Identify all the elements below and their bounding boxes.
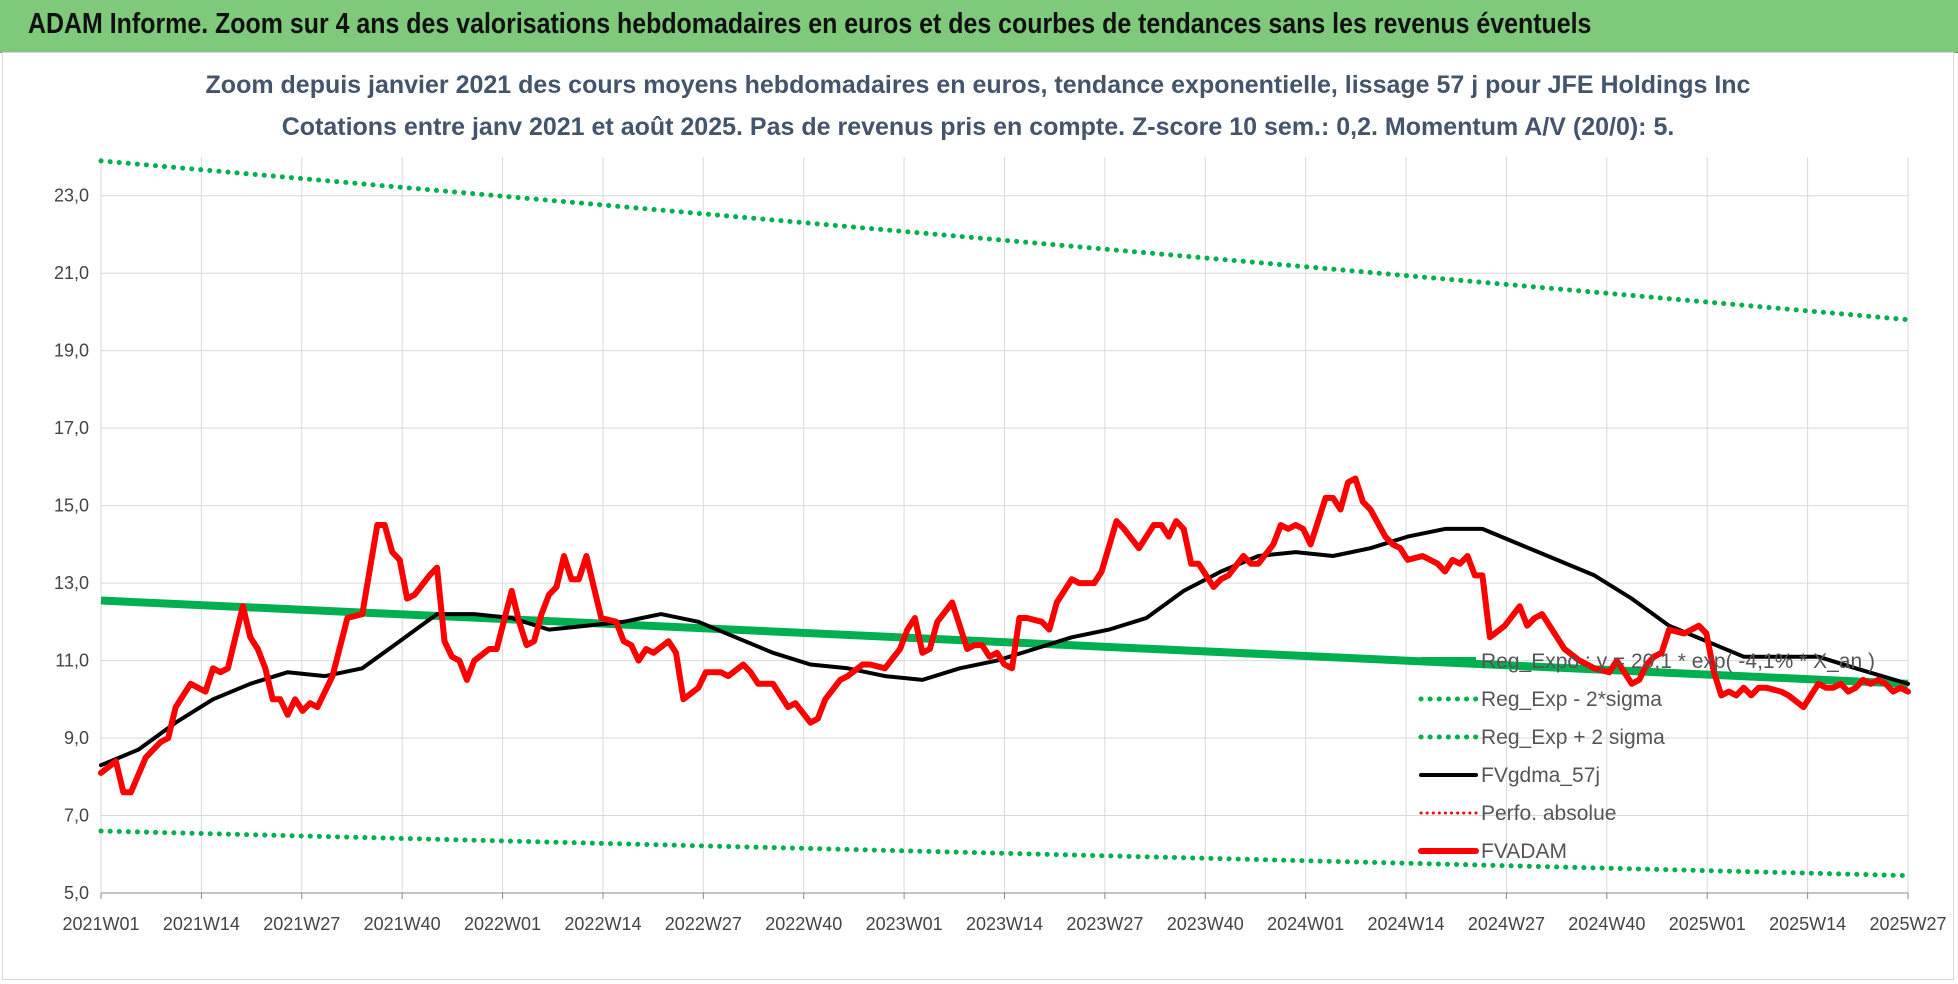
- x-tick-label: 2023W14: [966, 914, 1043, 934]
- x-tick-label: 2022W14: [564, 914, 641, 934]
- chart-grid: [100, 157, 1909, 894]
- x-tick-label: 2024W27: [1468, 914, 1545, 934]
- legend-fvadam-label: FVADAM: [1481, 840, 1567, 863]
- x-tick-label: 2025W14: [1769, 914, 1846, 934]
- y-tick-label: 9,0: [64, 728, 89, 748]
- y-tick-label: 13,0: [54, 573, 89, 593]
- fvgdma-57j-line: [99, 526, 1910, 768]
- x-tick-label: 2021W27: [263, 914, 340, 934]
- series-layer: [98, 158, 1911, 879]
- y-tick-label: 19,0: [54, 341, 89, 361]
- x-tick-label: 2024W14: [1368, 914, 1445, 934]
- x-tick-label: 2021W40: [364, 914, 441, 934]
- report-title: ADAM Informe. Zoom sur 4 ans des valoris…: [28, 8, 1592, 40]
- chart-subtitle-line-1: Zoom depuis janvier 2021 des cours moyen…: [206, 71, 1751, 99]
- chart-subtitle-line-2: Cotations entre janv 2021 et août 2025. …: [282, 113, 1675, 141]
- y-tick-label: 23,0: [54, 186, 89, 206]
- y-tick-label: 11,0: [55, 651, 89, 671]
- y-tick-label: 5,0: [64, 883, 89, 903]
- x-tick-label: 2024W40: [1568, 914, 1645, 934]
- x-tick-label: 2022W01: [464, 914, 541, 934]
- report-banner: ADAM Informe. Zoom sur 4 ans des valoris…: [0, 0, 1958, 53]
- x-tick-label: 2021W01: [62, 914, 139, 934]
- x-tick-label: 2023W27: [1066, 914, 1143, 934]
- x-tick-label: 2022W40: [765, 914, 842, 934]
- y-tick-label: 21,0: [54, 263, 89, 283]
- x-tick-label: 2025W01: [1669, 914, 1746, 934]
- fvadam-line: [98, 475, 1911, 796]
- y-tick-label: 7,0: [64, 806, 89, 826]
- legend-reg-expo-label: Reg_Expo : y = 20,1 * exp( -4,1% * X_an …: [1481, 650, 1875, 673]
- x-tick-label: 2022W27: [665, 914, 742, 934]
- x-tick-label: 2023W01: [866, 914, 943, 934]
- x-tick-label: 2025W27: [1869, 914, 1946, 934]
- chart-axes: 5,0 7,0 9,0 11,0 13,0 15,0 17,0 19,0 21,0 23,0 202…: [54, 186, 1947, 934]
- y-tick-label: 17,0: [54, 418, 89, 438]
- reg-exp-plus-2sigma-line: [98, 158, 1911, 323]
- reg-exp-minus-2sigma-line: [98, 828, 1911, 879]
- line-chart: 5,0 7,0 9,0 11,0 13,0 15,0 17,0 19,0 21,0 23,0 202…: [54, 71, 1947, 934]
- y-tick-label: 15,0: [54, 496, 89, 516]
- legend-fvgdma-57j-label: FVgdma_57j: [1481, 764, 1600, 787]
- x-tick-label: 2021W14: [163, 914, 240, 934]
- legend-reg-exp-minus-2sigma-label: Reg_Exp - 2*sigma: [1481, 688, 1662, 711]
- chart-legend: Reg_Expo : y = 20,1 * exp( -4,1% * X_an …: [1418, 650, 1875, 863]
- legend-perfo-absolue-label: Perfo. absolue: [1481, 802, 1616, 825]
- legend-reg-exp-plus-2sigma-label: Reg_Exp + 2 sigma: [1481, 726, 1665, 749]
- chart-frame: 5,0 7,0 9,0 11,0 13,0 15,0 17,0 19,0 21,0 23,0 202…: [2, 52, 1954, 980]
- x-tick-label: 2024W01: [1267, 914, 1344, 934]
- x-tick-label: 2023W40: [1167, 914, 1244, 934]
